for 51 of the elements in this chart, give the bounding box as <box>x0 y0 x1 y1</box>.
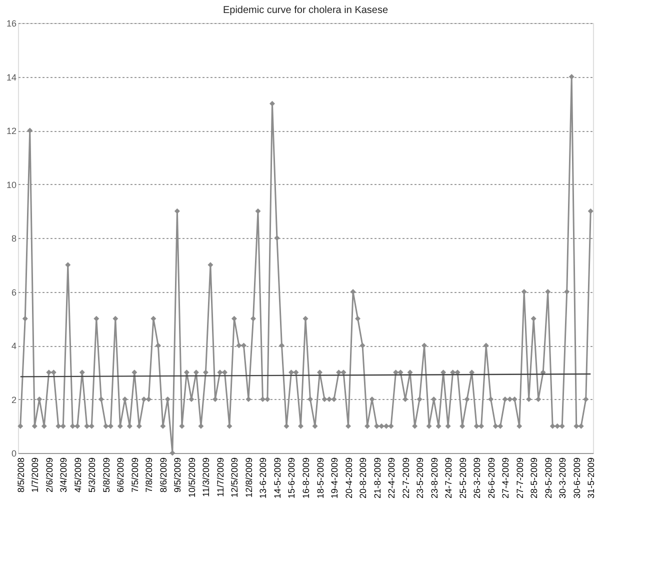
y-tick-label: 6 <box>11 287 16 298</box>
x-tick-label: 23-8-2009 <box>429 458 440 499</box>
x-tick-label: 24-7-2009 <box>444 458 454 499</box>
x-tick-label: 4/5/2009 <box>72 458 83 493</box>
x-tick-label: 10/5/2009 <box>186 458 197 498</box>
x-tick-label: 26-6-2009 <box>486 458 496 499</box>
y-tick-label: 8 <box>11 234 16 244</box>
y-tick-label: 4 <box>11 341 16 351</box>
y-tick-label: 0 <box>11 448 16 458</box>
x-tick-label: 14-5-2009 <box>272 458 282 499</box>
x-tick-label: 20-4-2009 <box>344 458 354 499</box>
y-tick-label: 10 <box>6 180 16 190</box>
x-tick-label: 21-8-2009 <box>372 458 382 499</box>
x-tick-label: 16-8-2009 <box>301 458 311 499</box>
x-tick-label: 13-6-2009 <box>258 458 268 499</box>
x-tick-label: 25-5-2009 <box>458 458 468 499</box>
y-tick-label: 14 <box>6 72 16 82</box>
x-tick-label: 5/3/2009 <box>87 458 98 493</box>
x-tick-label: 28-5-2009 <box>529 458 540 499</box>
x-tick-label: 19-4-2009 <box>330 458 340 499</box>
y-tick-label: 16 <box>6 18 16 28</box>
x-tick-label: 31-5-2009 <box>586 458 596 499</box>
x-tick-label: 26-3-2009 <box>472 458 482 499</box>
x-tick-label: 8/5/2008 <box>16 458 26 493</box>
x-tick-label: 5/8/2009 <box>101 458 112 493</box>
x-tick-label: 30-6-2009 <box>572 458 582 499</box>
x-tick-label: 3/4/2009 <box>58 458 69 493</box>
x-tick-label: 7/8/2009 <box>144 458 154 493</box>
x-tick-label: 15-6-2009 <box>286 458 297 499</box>
y-tick-label: 12 <box>6 126 16 136</box>
x-tick-label: 11/7/2009 <box>215 458 226 497</box>
x-tick-label: 27-4-2009 <box>500 458 511 499</box>
x-tick-label: 7/5/2009 <box>130 458 140 493</box>
x-tick-label: 12/8/2009 <box>244 458 254 498</box>
x-tick-label: 11/3/2009 <box>201 458 212 497</box>
x-tick-label: 9/5/2009 <box>172 458 183 493</box>
x-tick-label: 1/7/2009 <box>30 458 40 493</box>
x-tick-label: 8/6/2009 <box>158 458 168 493</box>
x-tick-label: 30-3-2009 <box>558 458 568 499</box>
x-tick-label: 22-4-2009 <box>386 458 397 499</box>
x-tick-label: 22-7-2009 <box>400 458 411 499</box>
chart-title: Epidemic curve for cholera in Kasese <box>222 5 388 16</box>
x-tick-label: 20-8-2009 <box>358 458 368 499</box>
x-tick-label: 6/6/2009 <box>116 458 126 493</box>
x-tick-label: 2/6/2009 <box>44 458 54 493</box>
x-tick-label: 29-5-2009 <box>543 458 554 499</box>
x-tick-label: 27-7-2009 <box>514 458 525 499</box>
x-tick-label: 12/5/2009 <box>230 458 240 498</box>
x-tick-label: 18-5-2009 <box>315 458 326 499</box>
y-tick-label: 2 <box>11 394 16 405</box>
x-tick-label: 23-5-2009 <box>415 458 426 499</box>
